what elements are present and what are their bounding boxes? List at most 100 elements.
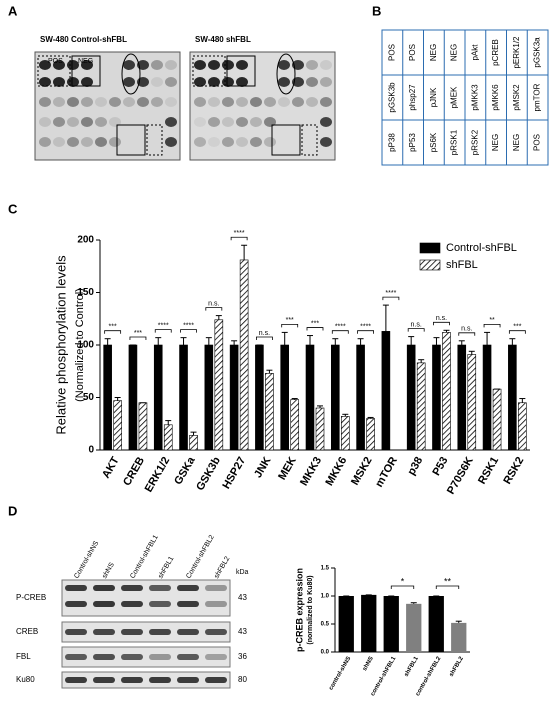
significance-bracket (390, 585, 415, 589)
array-spot (278, 77, 290, 87)
table-cell: pmTOR (533, 83, 542, 111)
blot-band (149, 629, 171, 635)
blot-band (121, 654, 143, 660)
x-tick-label: MKK3 (298, 455, 324, 488)
lane-label: Control-shFBL2 (185, 534, 216, 580)
table-cell: pMKK6 (491, 84, 500, 111)
blot-strip (61, 671, 231, 689)
bar (482, 344, 492, 451)
blot-band (65, 629, 87, 635)
array-spot (222, 97, 234, 107)
array-spot (81, 137, 93, 147)
array-spot (109, 137, 121, 147)
significance-bracket (154, 329, 172, 333)
significance-label: **** (385, 290, 396, 297)
kda-value: 43 (238, 593, 247, 602)
significance-label: * (401, 576, 405, 586)
table-cell: POS (533, 134, 542, 151)
blot-band (149, 601, 171, 607)
blot-title: SW-480 Control-shFBL (40, 35, 127, 44)
array-spot (222, 137, 234, 147)
blot-strip (61, 621, 231, 643)
pos-box (301, 124, 318, 156)
pos-box (192, 55, 226, 87)
y-tick-label: 0 (88, 445, 94, 456)
significance-label: *** (134, 330, 142, 337)
significance-bracket (104, 330, 122, 334)
y-tick-label: 50 (83, 392, 95, 403)
bar (338, 596, 354, 652)
significance-bracket (433, 321, 450, 326)
significance-label: *** (109, 324, 117, 331)
significance-label: *** (286, 317, 294, 324)
x-tick-label: control-shNS (328, 656, 352, 692)
array-spot (109, 97, 121, 107)
pos-box (37, 55, 71, 87)
array-spot (236, 97, 248, 107)
highlight (276, 53, 296, 95)
blot-band (177, 601, 199, 607)
significance-label: **** (234, 230, 245, 237)
array-spot (137, 97, 149, 107)
significance-label: n.s. (411, 321, 422, 328)
array-spot (194, 60, 206, 70)
bar (280, 344, 290, 451)
pos-box (146, 124, 163, 156)
table-cell: pGSK3a (533, 37, 542, 68)
significance-bracket (382, 296, 400, 301)
array-spot (95, 117, 107, 127)
blot-band (121, 601, 143, 607)
significance-bracket (230, 236, 248, 241)
lane-label: Control-shNS (73, 540, 100, 580)
bar (442, 332, 451, 451)
array-spot (123, 60, 135, 70)
bar (432, 344, 441, 451)
neg-box (271, 124, 301, 156)
array-spot (81, 60, 93, 70)
significance-label: **** (335, 324, 346, 331)
y-tick-label: 1.0 (321, 594, 330, 600)
table-cell: pMKK3 (470, 84, 479, 111)
x-tick-label: shFBL1 (404, 655, 421, 678)
panel-label: D (8, 503, 17, 518)
x-tick-label: CREB (121, 455, 147, 488)
array-spot (165, 117, 177, 127)
blot-band (205, 585, 227, 591)
bar (406, 344, 416, 451)
blot-row-label: FBL (16, 652, 31, 661)
significance-label: n.s. (461, 326, 472, 333)
array-spot (320, 117, 332, 127)
array-spot (39, 117, 51, 127)
array-spot (236, 137, 248, 147)
bar (451, 622, 467, 652)
bar (128, 344, 138, 451)
x-tick-label: GSKa (172, 454, 198, 487)
blot-band (93, 585, 115, 591)
blot-band (177, 677, 199, 683)
array-spot (250, 137, 262, 147)
bar (416, 362, 426, 451)
blot-band (121, 629, 143, 635)
x-tick-label: control-shFBL2 (415, 655, 443, 697)
x-tick-label: GSK3b (194, 455, 223, 493)
significance-bracket (407, 328, 425, 332)
array-spot (95, 137, 107, 147)
neg-box (116, 124, 146, 156)
blot-band (93, 601, 115, 607)
bar (265, 373, 274, 451)
array-spot (67, 117, 79, 127)
array-spot (194, 77, 206, 87)
neg-box (71, 55, 101, 87)
blot-row-label: Ku80 (16, 675, 35, 684)
array-spot (208, 137, 220, 147)
x-tick-label: MEK (276, 455, 299, 482)
y-tick-label: 0.0 (321, 650, 330, 656)
kda-label: kDa (236, 569, 249, 576)
bar (508, 344, 517, 451)
table-cell: POS (387, 44, 396, 61)
lane-label: shFBL1 (157, 555, 175, 579)
bar (340, 416, 350, 451)
array-spot (320, 77, 332, 87)
bar (229, 344, 239, 451)
